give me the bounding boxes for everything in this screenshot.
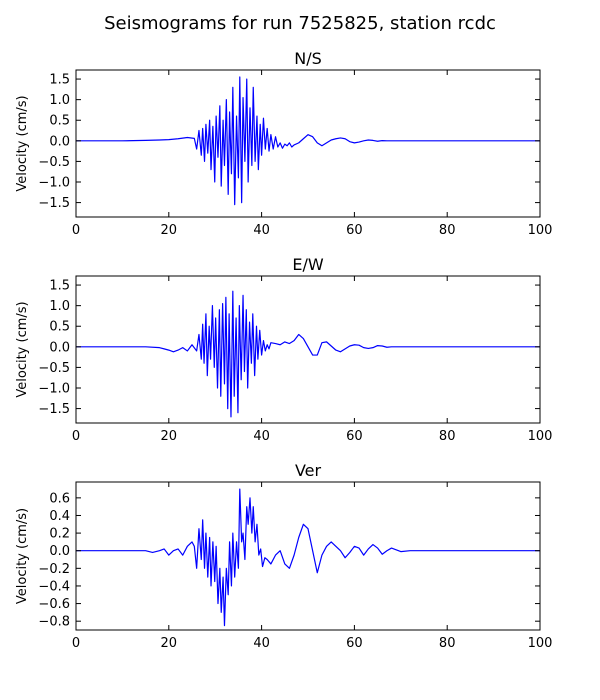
trace-ew [76,290,540,418]
x-tick-label-ew: 40 [253,429,270,444]
y-tick-label-ns: −0.5 [38,155,70,170]
x-tick-label-ver: 40 [253,636,270,651]
y-axis-label-ns: Velocity (cm/s) [15,95,30,191]
y-tick-label-ver: 0.4 [49,509,70,524]
y-tick-label-ns: 1.0 [49,93,70,108]
x-tick-label-ns: 80 [439,223,456,238]
y-tick-label-ver: −0.6 [38,597,70,612]
y-tick-label-ns: 0.5 [49,114,70,129]
trace-ns [76,76,540,206]
x-tick-label-ew: 80 [439,429,456,444]
subplot-ns: N/S 0 20 40 60 80 100 −1.5 −1.0 −0.5 0.0 0.5 1.0 1.5 V… [15,49,552,238]
y-tick-label-ns: −1.5 [38,196,70,211]
subplot-ver: Ver 0 20 40 60 80 100 −0.8 −0.6 −0.4 −0.2 0.0 0.2 0.4… [15,461,552,651]
x-tick-label-ew: 0 [72,429,80,444]
x-tick-label-ew: 20 [161,429,178,444]
y-tick-label-ew: 1.0 [49,299,70,314]
y-tick-label-ew: 0.5 [49,320,70,335]
x-tick-label-ew: 60 [346,429,363,444]
y-tick-label-ver: −0.8 [38,615,70,630]
subplot-title-ns: N/S [294,49,322,68]
x-tick-label-ns: 100 [528,223,553,238]
x-tick-label-ver: 20 [161,636,178,651]
x-tick-label-ver: 100 [528,636,553,651]
y-tick-label-ew: −1.0 [38,382,70,397]
y-tick-label-ns: 1.5 [49,73,70,88]
y-tick-label-ver: −0.2 [38,562,70,577]
subplot-ew: E/W 0 20 40 60 80 100 −1.5 −1.0 −0.5 0.0 0.5 1.0 1.5 V… [15,255,552,444]
y-tick-label-ns: −1.0 [38,176,70,191]
y-tick-label-ver: 0.0 [49,544,70,559]
y-tick-label-ew: 0.0 [49,340,70,355]
y-tick-label-ew: 1.5 [49,279,70,294]
y-tick-label-ew: −1.5 [38,402,70,417]
y-axis-label-ver: Velocity (cm/s) [15,508,30,604]
x-tick-label-ver: 60 [346,636,363,651]
y-tick-label-ns: 0.0 [49,134,70,149]
x-tick-label-ns: 60 [346,223,363,238]
x-tick-label-ns: 0 [72,223,80,238]
x-tick-label-ns: 20 [161,223,178,238]
subplot-title-ver: Ver [295,461,322,480]
y-tick-label-ver: −0.4 [38,579,70,594]
figure-title: Seismograms for run 7525825, station rcd… [104,13,496,34]
x-tick-label-ns: 40 [253,223,270,238]
x-tick-label-ver: 0 [72,636,80,651]
y-tick-label-ver: 0.6 [49,491,70,506]
y-tick-label-ver: 0.2 [49,527,70,542]
axes-frame-ns [75,69,541,218]
x-tick-label-ew: 100 [528,429,553,444]
axes-frame-ew [75,275,541,424]
trace-ver [76,488,540,627]
y-axis-label-ew: Velocity (cm/s) [15,301,30,397]
y-tick-label-ew: −0.5 [38,361,70,376]
axes-frame-ver [75,481,541,631]
x-tick-label-ver: 80 [439,636,456,651]
subplot-title-ew: E/W [292,255,324,274]
